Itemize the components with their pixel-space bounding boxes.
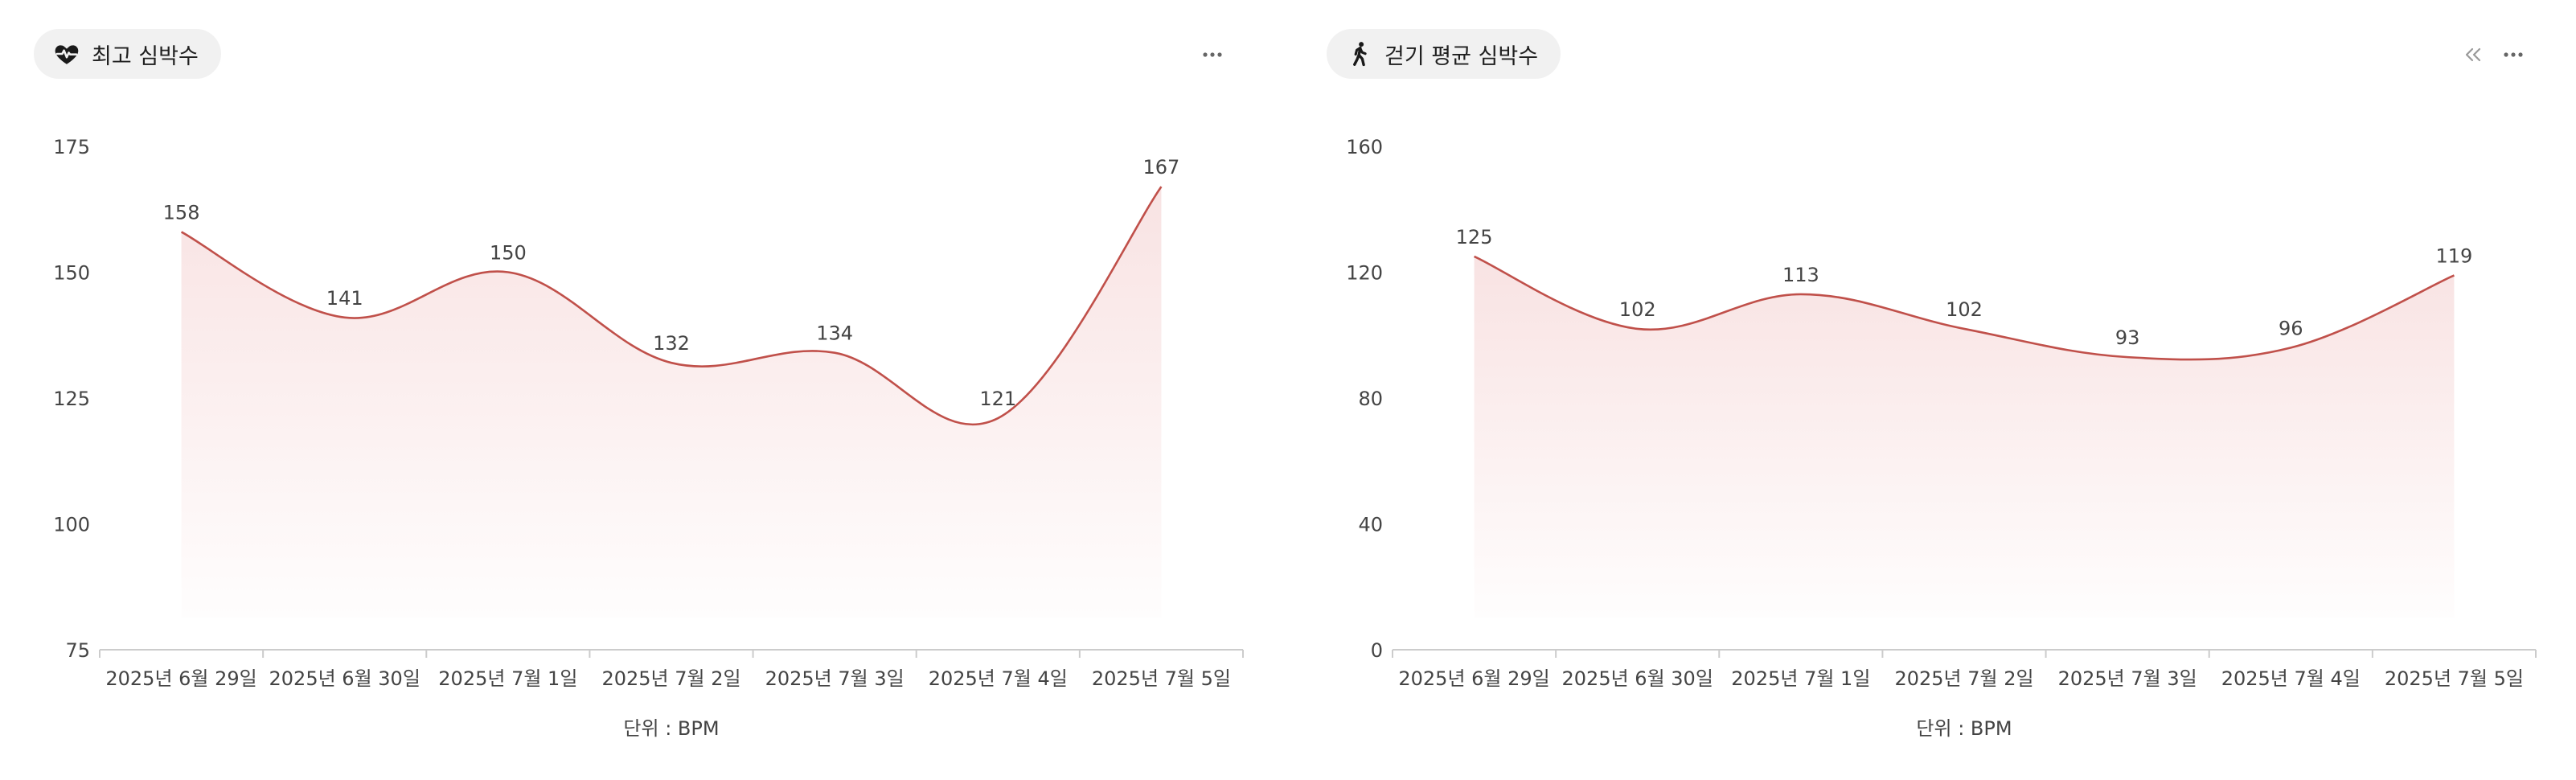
- x-tick-label: 2025년 7월 4일: [2221, 667, 2361, 690]
- data-label: 132: [653, 332, 690, 355]
- more-horizontal-icon: [1203, 52, 1222, 57]
- x-tick-label: 2025년 7월 2일: [601, 667, 740, 690]
- data-point[interactable]: [668, 359, 675, 366]
- x-tick-label: 2025년 6월 29일: [1398, 667, 1549, 690]
- area-fill: [181, 187, 1162, 618]
- data-point[interactable]: [1798, 291, 1804, 298]
- y-tick-label: 125: [53, 388, 90, 410]
- series-line: [1474, 255, 2455, 361]
- chart-panel-max-heart-rate: 최고 심박수 75 100 125 150 175 2025년 6월 29일 2025년 6…: [34, 29, 1244, 740]
- data-point[interactable]: [505, 269, 511, 276]
- data-label: 102: [1619, 298, 1656, 321]
- x-tick-label: 2025년 7월 5일: [2385, 667, 2524, 690]
- data-point[interactable]: [2124, 354, 2131, 360]
- data-label: 134: [816, 322, 853, 345]
- chevrons-left-icon: [2465, 47, 2481, 62]
- chart-title-pill[interactable]: 최고 심박수: [34, 29, 221, 79]
- data-label: 119: [2436, 244, 2473, 267]
- chart-title: 최고 심박수: [92, 43, 199, 69]
- x-tick-label: 2025년 7월 5일: [1092, 667, 1231, 690]
- walking-person-icon: [1346, 40, 1373, 68]
- y-tick-label: 80: [1358, 388, 1383, 410]
- data-point[interactable]: [342, 314, 348, 321]
- y-tick-label: 175: [53, 136, 90, 158]
- area-chart: 75 100 125 150 175 2025년 6월 29일 2025년 6월 30일 20…: [53, 136, 1244, 740]
- x-tick-label: 2025년 7월 3일: [765, 667, 904, 690]
- data-label: 93: [2115, 326, 2140, 349]
- collapse-button[interactable]: [2459, 40, 2488, 69]
- unit-label: 단위 : BPM: [1916, 717, 2012, 740]
- data-point[interactable]: [1158, 183, 1164, 190]
- data-label: 125: [1456, 226, 1493, 248]
- heart-pulse-icon: [53, 40, 80, 68]
- data-label: 141: [326, 287, 363, 310]
- data-point[interactable]: [2287, 344, 2294, 351]
- data-point[interactable]: [1471, 253, 1478, 260]
- data-point[interactable]: [178, 228, 185, 235]
- y-tick-label: 40: [1358, 514, 1383, 536]
- data-label: 96: [2279, 317, 2303, 339]
- data-label: 158: [163, 201, 200, 224]
- area-chart: 0 40 80 120 160 2025년 6월 29일 2025년 6월 30일 2025년…: [1346, 136, 2537, 740]
- series-line: [180, 186, 1163, 425]
- data-label: 150: [490, 242, 527, 265]
- x-tick-label: 2025년 7월 1일: [438, 667, 577, 690]
- y-tick-label: 150: [53, 262, 90, 285]
- data-label: 167: [1143, 156, 1180, 179]
- data-point[interactable]: [1635, 326, 1641, 332]
- chart-title: 걷기 평균 심박수: [1384, 43, 1539, 69]
- y-tick-label: 100: [53, 514, 90, 536]
- y-tick-label: 75: [65, 639, 90, 662]
- y-tick-label: 120: [1346, 262, 1383, 285]
- x-tick-label: 2025년 7월 3일: [2058, 667, 2197, 690]
- x-tick-label: 2025년 6월 30일: [1562, 667, 1713, 690]
- data-label: 102: [1946, 298, 1983, 321]
- data-label: 121: [979, 388, 1016, 410]
- x-tick-label: 2025년 6월 30일: [269, 667, 420, 690]
- unit-label: 단위 : BPM: [623, 717, 719, 740]
- data-point[interactable]: [1961, 326, 1967, 332]
- x-tick-label: 2025년 7월 4일: [929, 667, 1068, 690]
- chart-title-pill[interactable]: 걷기 평균 심박수: [1327, 29, 1561, 79]
- y-tick-label: 0: [1371, 639, 1383, 662]
- area-fill: [1474, 256, 2455, 618]
- data-label: 113: [1782, 264, 1819, 286]
- data-point[interactable]: [995, 415, 1001, 421]
- x-tick-label: 2025년 7월 1일: [1731, 667, 1870, 690]
- chart-panel-walking-avg-heart-rate: 걷기 평균 심박수 0 40 80 120 160 2025년 6월 29일 2025년 6…: [1293, 0, 2576, 780]
- y-tick-label: 160: [1346, 136, 1383, 158]
- x-tick-label: 2025년 6월 29일: [105, 667, 256, 690]
- more-horizontal-icon: [2504, 52, 2523, 57]
- x-tick-label: 2025년 7월 2일: [1894, 667, 2033, 690]
- more-options-button[interactable]: [2499, 40, 2528, 69]
- more-options-button[interactable]: [1198, 40, 1227, 69]
- data-point[interactable]: [2451, 272, 2457, 278]
- data-point[interactable]: [831, 350, 838, 356]
